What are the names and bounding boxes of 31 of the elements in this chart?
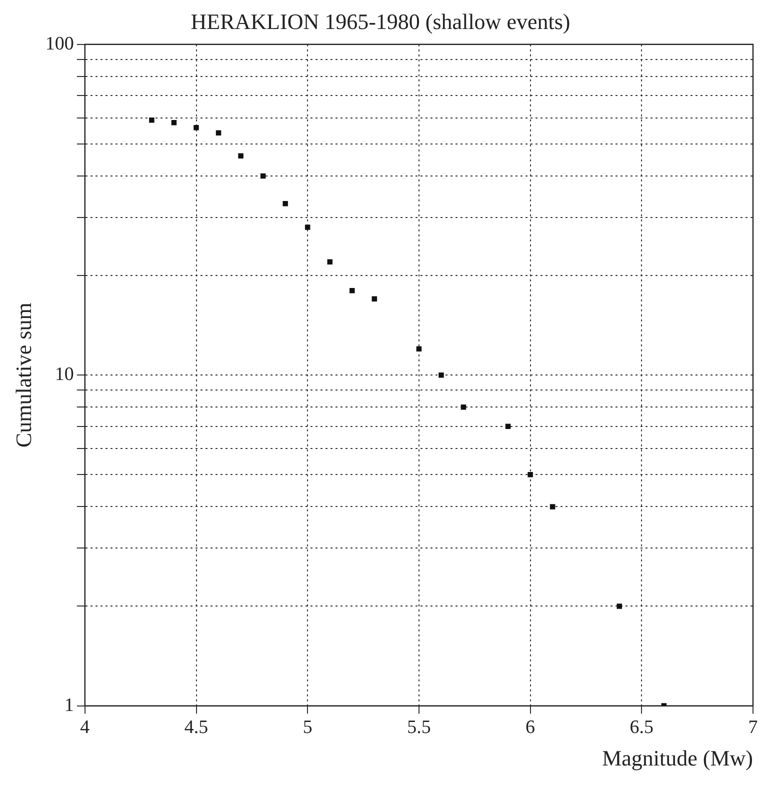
point [505, 424, 511, 429]
y-tick-label: 100 [45, 33, 74, 54]
point [171, 120, 177, 126]
point [372, 296, 378, 302]
x-tick-label: 7 [748, 717, 758, 738]
x-tick-label: 5 [302, 717, 312, 738]
point [260, 173, 266, 179]
x-tick-label: 6.5 [630, 717, 654, 738]
y-tick-label: 1 [64, 694, 74, 716]
x-tick-label: 4 [80, 717, 90, 738]
point [460, 404, 466, 410]
x-axis-title: Magnitude (Mw) [602, 746, 753, 771]
point [616, 604, 622, 609]
point [149, 118, 154, 123]
y-tick-label: 10 [54, 364, 74, 386]
y-axis-title: Cumulative sum [10, 302, 36, 448]
point [282, 201, 288, 206]
point [416, 346, 422, 352]
point [194, 125, 199, 130]
point [304, 224, 310, 230]
point [327, 259, 332, 264]
point [528, 472, 533, 478]
point [550, 504, 556, 510]
point [238, 153, 244, 159]
x-tick-label: 4.5 [184, 717, 208, 738]
point [350, 288, 355, 294]
x-tick-label: 6 [526, 717, 536, 738]
chart-title: HERAKLION 1965-1980 (shallow events) [190, 8, 570, 34]
x-tick-label: 5.5 [407, 717, 431, 738]
point [438, 372, 444, 378]
point [216, 130, 222, 136]
